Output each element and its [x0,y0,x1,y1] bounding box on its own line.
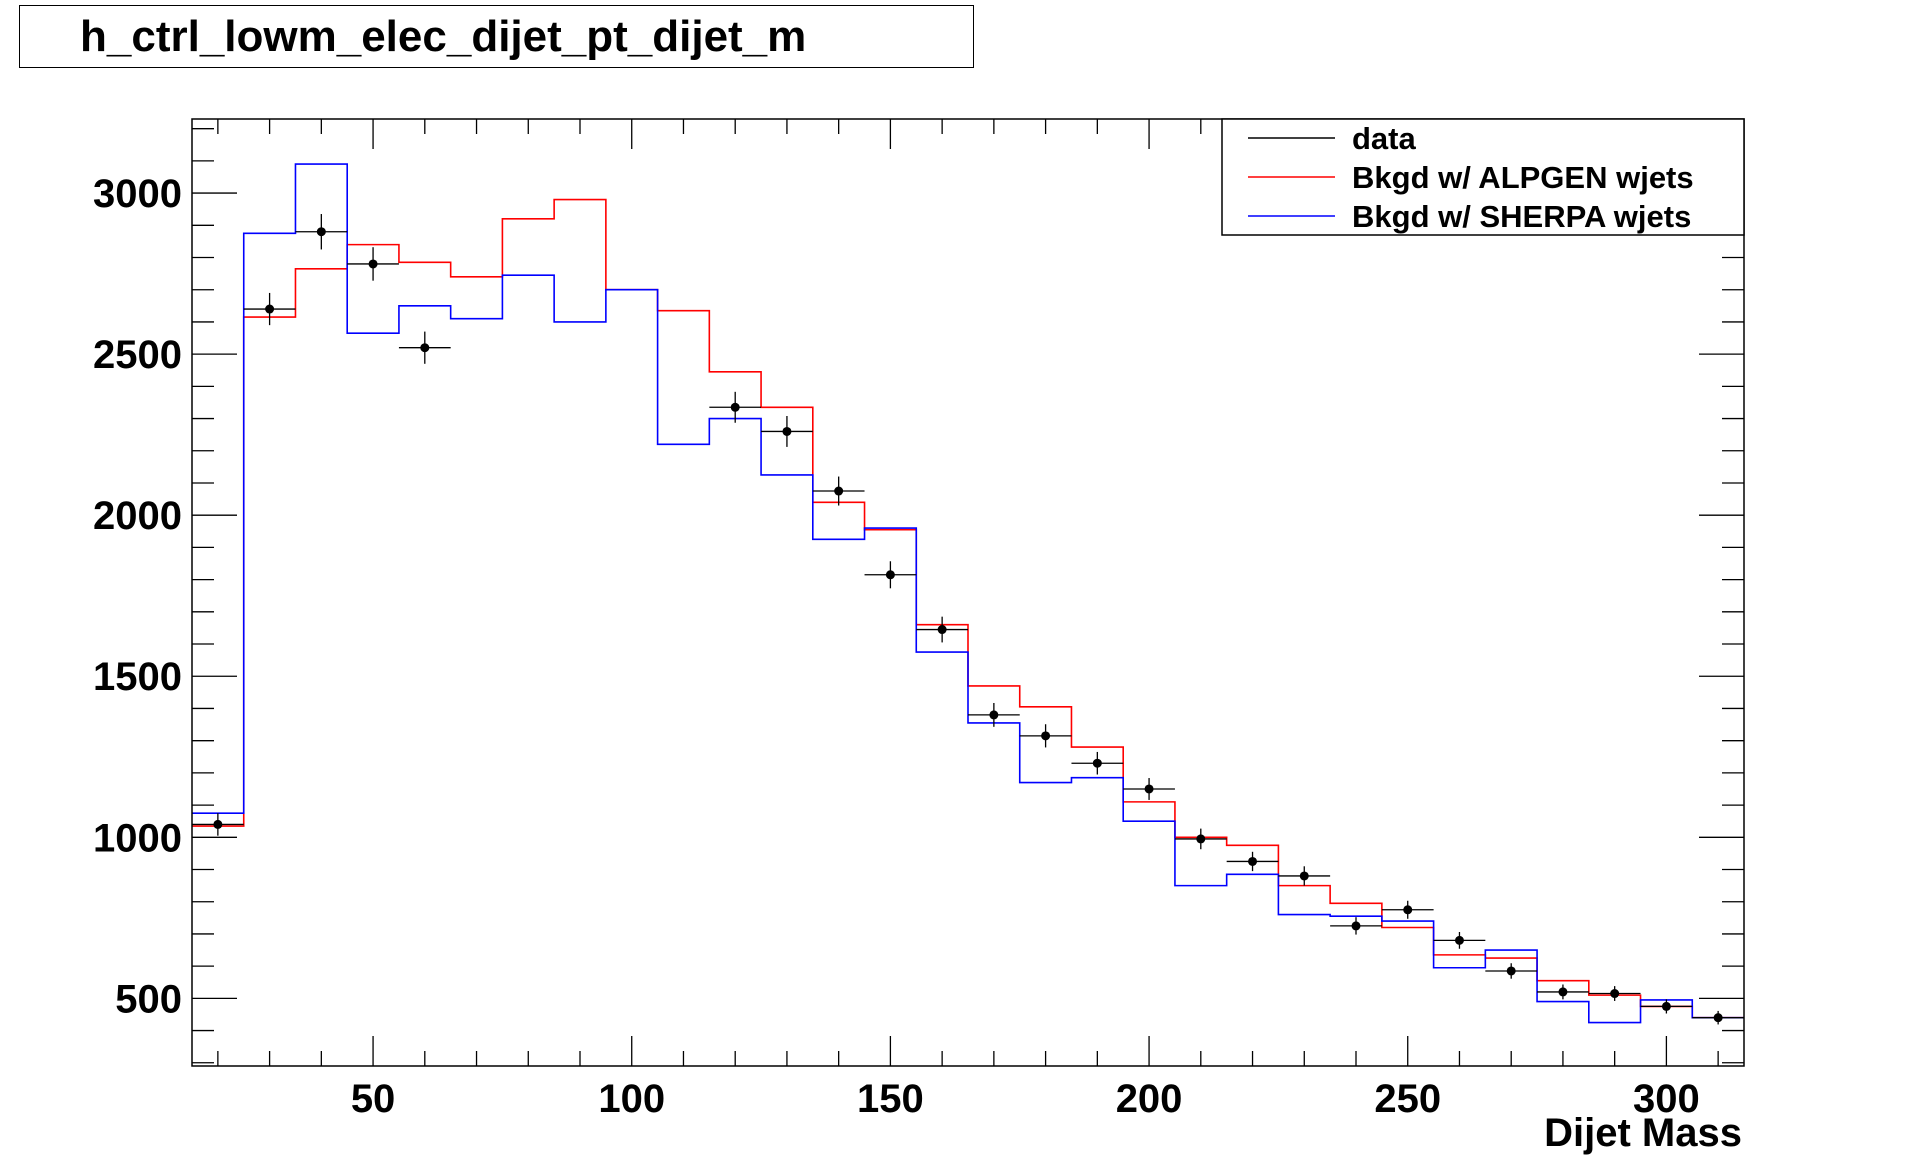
data-marker [1144,784,1154,794]
data-marker [1403,905,1413,915]
data-point [864,561,917,589]
data-point [1330,917,1382,935]
data-marker [1610,989,1620,999]
data-point [1381,900,1434,919]
y-tick-label: 3000 [93,172,182,216]
data-point [1640,999,1693,1014]
data-point [1278,866,1331,886]
data-marker [213,819,223,829]
data-point [812,476,865,506]
series-bkgd-w-sherpa-wjets [192,163,1744,1024]
data-point [1123,778,1175,800]
data-point [1588,986,1641,1001]
axis-ticks [192,119,1744,1066]
legend-entry: data [1248,121,1417,156]
data-point [398,331,451,364]
data-point [1019,724,1072,748]
legend: data Bkgd w/ ALPGEN wjets Bkgd w/ SHERPA w… [1221,118,1745,236]
data-point [1174,828,1227,850]
data-marker [1558,987,1568,997]
x-axis-label: Dijet Mass [1544,1111,1742,1155]
y-tick-label: 1500 [93,655,182,699]
data-marker [989,710,999,720]
y-tick-label: 2500 [93,333,182,377]
data-marker [1454,935,1464,945]
data-point [1485,963,1538,979]
legend-entry: Bkgd w/ SHERPA wjets [1248,199,1691,234]
legend-label: Bkgd w/ SHERPA wjets [1352,199,1691,234]
title-box: h_ctrl_lowm_elec_dijet_pt_dijet_m [19,5,974,68]
data-marker [1351,921,1361,931]
data-marker [1196,834,1206,844]
chart-title: h_ctrl_lowm_elec_dijet_pt_dijet_m [80,12,807,61]
data-point [295,214,348,250]
x-tick-label: 300 [1633,1077,1700,1121]
y-tick-label: 2000 [93,494,182,538]
data-point [347,247,399,281]
y-tick-label: 500 [115,977,182,1021]
data-marker [834,486,844,496]
data-marker [1661,1001,1671,1011]
data-marker [420,343,430,353]
series-bkgd-w-alpgen-wjets [192,198,1744,1019]
x-tick-label: 100 [598,1077,665,1121]
legend-label: data [1352,121,1417,156]
data-marker [1713,1013,1723,1023]
data-point [1537,984,1589,1000]
data-marker [1506,966,1516,976]
data-point [192,813,244,836]
data-marker [782,426,792,436]
data-marker [937,625,947,635]
y-tick-label: 1000 [93,816,182,860]
x-tick-label: 200 [1116,1077,1183,1121]
data-marker [265,304,275,314]
data-marker [316,227,326,237]
data-marker [1092,758,1102,768]
data-marker [368,259,378,269]
data-marker [730,402,740,412]
legend-entry: Bkgd w/ ALPGEN wjets [1248,160,1694,195]
data-point [1071,751,1124,775]
data-marker [1041,731,1051,741]
data-point [761,415,813,447]
x-tick-label: 250 [1374,1077,1441,1121]
x-tick-label: 50 [351,1077,396,1121]
data-marker [1299,871,1309,881]
data-marker [1248,856,1258,866]
data-point [916,616,968,643]
data-point [1226,851,1279,872]
data-point [968,702,1020,727]
series-layer [192,163,1744,1025]
legend-label: Bkgd w/ ALPGEN wjets [1352,160,1694,195]
tick-labels: 50 100 150 200 250 300 500 1000 1500 2000 2500 3000 [93,172,1700,1121]
data-marker [885,570,895,580]
plot-frame [191,118,1745,1067]
data-point [709,391,762,423]
data-point [1433,932,1486,949]
data-point [243,292,296,326]
data-point [1692,1010,1744,1025]
x-tick-label: 150 [857,1077,924,1121]
